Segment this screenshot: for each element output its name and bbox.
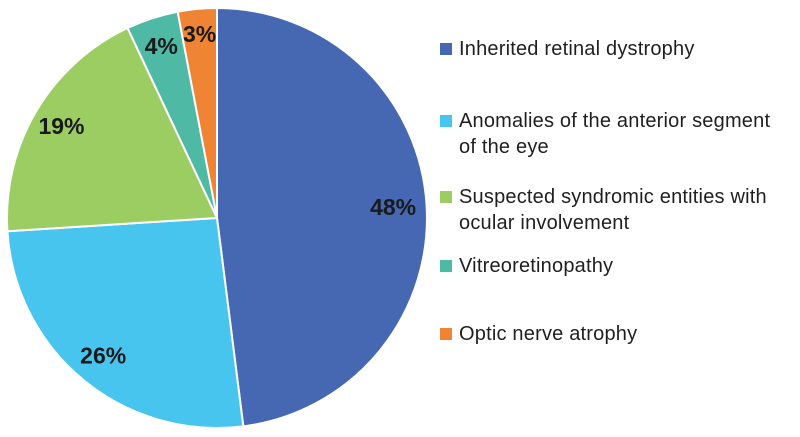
legend-label-line: Optic nerve atrophy — [459, 323, 638, 345]
legend-swatch-icon — [440, 260, 452, 272]
pie-slice-2 — [6, 217, 245, 429]
legend-label-line: Anomalies of the anterior segment — [459, 110, 771, 132]
legend-swatch-icon — [440, 191, 452, 203]
legend-item-suspected-syndromic-entities: Suspected syndromic entities with ocular… — [440, 184, 767, 236]
legend-label: Optic nerve atrophy — [459, 321, 637, 347]
legend-item-vitreoretinopathy: Vitreoretinopathy — [440, 253, 613, 279]
legend-label: Anomalies of the anterior segment of the… — [459, 108, 770, 160]
pie-slice-label: 3% — [183, 21, 216, 47]
legend-label-line: Vitreoretinopathy — [459, 255, 614, 277]
pie-slice-label: 4% — [145, 33, 178, 59]
legend-item-anomalies-anterior-segment: Anomalies of the anterior segment of the… — [440, 108, 770, 160]
pie-chart-svg: 48% 26% 19% 4% 3% — [5, 7, 428, 429]
pie-slice-label: 48% — [370, 194, 416, 220]
legend-swatch-icon — [440, 328, 452, 340]
pie-slice-label: 19% — [38, 113, 84, 139]
legend-item-inherited-retinal-dystrophy: Inherited retinal dystrophy — [440, 36, 695, 62]
legend-label-line: ocular involvement — [459, 212, 630, 234]
legend-item-optic-nerve-atrophy: Optic nerve atrophy — [440, 321, 637, 347]
legend-label-line: Suspected syndromic entities with — [459, 186, 767, 208]
pie-slice-5 — [176, 7, 218, 219]
legend-label: Suspected syndromic entities with ocular… — [459, 184, 767, 236]
pie-slice-3 — [5, 26, 218, 233]
legend-label: Vitreoretinopathy — [459, 253, 613, 279]
legend: Inherited retinal dystrophy Anomalies of… — [440, 0, 800, 437]
legend-swatch-icon — [440, 43, 452, 55]
pie-slice-1 — [216, 7, 428, 428]
legend-swatch-icon — [440, 115, 452, 127]
legend-label-line: Inherited retinal dystrophy — [459, 38, 695, 60]
legend-label: Inherited retinal dystrophy — [459, 36, 695, 62]
pie-slice-label: 26% — [80, 343, 126, 369]
legend-label-line: of the eye — [459, 136, 549, 158]
pie-chart: 48% 26% 19% 4% 3% — [5, 7, 428, 429]
